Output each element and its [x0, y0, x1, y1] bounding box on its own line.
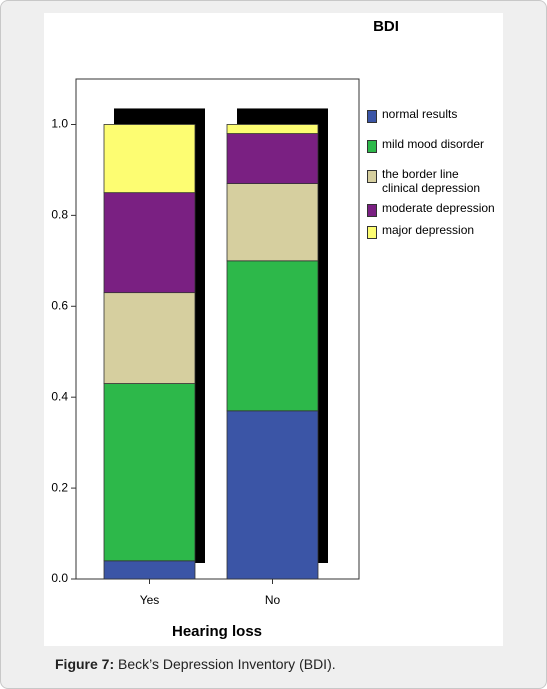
bar-segment — [226, 410, 319, 580]
bar-segment — [103, 124, 196, 194]
bar-segment — [226, 260, 319, 412]
caption: Figure 7: Beck’s Depression Inventory (B… — [55, 656, 336, 672]
legend-entry: the border line clinical depression — [367, 167, 497, 195]
caption-text: Beck’s Depression Inventory (BDI). — [118, 656, 336, 672]
caption-label: Figure 7: — [55, 656, 115, 672]
bar-segment — [103, 192, 196, 294]
bar-segment — [103, 292, 196, 384]
legend-label: the border line clinical depression — [382, 167, 481, 195]
legend-entry: normal results — [367, 107, 497, 123]
legend-entry: major depression — [367, 223, 497, 239]
y-tick-label: 0.4 — [51, 389, 68, 403]
bar-segment — [226, 133, 319, 184]
plot-frame — [75, 78, 360, 580]
legend-label: mild mood disorder — [382, 137, 485, 151]
bar-segment — [103, 383, 196, 562]
y-tick-label: 0.0 — [51, 571, 68, 585]
bar-segment — [226, 124, 319, 134]
bar-segment — [226, 183, 319, 262]
legend-label: normal results — [382, 107, 458, 121]
legend-label: major depression — [382, 223, 475, 237]
legend-swatch — [367, 204, 377, 217]
legend-swatch — [367, 110, 377, 123]
legend-swatch — [367, 226, 377, 239]
legend-entry: mild mood disorder — [367, 137, 497, 153]
legend-entry: moderate depression — [367, 201, 497, 217]
chart-title: BDI — [373, 18, 399, 35]
legend: normal results mild mood disorder the bord… — [367, 107, 497, 239]
x-axis-label: Hearing loss — [172, 623, 262, 640]
x-tick-label: No — [265, 593, 281, 607]
bar-segment — [103, 560, 196, 580]
y-tick-label: 1.0 — [51, 117, 68, 131]
y-tick-label: 0.6 — [51, 298, 68, 312]
legend-label: moderate depression — [382, 201, 495, 215]
x-tick-label: Yes — [140, 593, 160, 607]
y-tick-label: 0.2 — [51, 480, 68, 494]
legend-swatch — [367, 140, 377, 153]
y-tick-label: 0.8 — [51, 208, 68, 222]
legend-swatch — [367, 170, 377, 183]
